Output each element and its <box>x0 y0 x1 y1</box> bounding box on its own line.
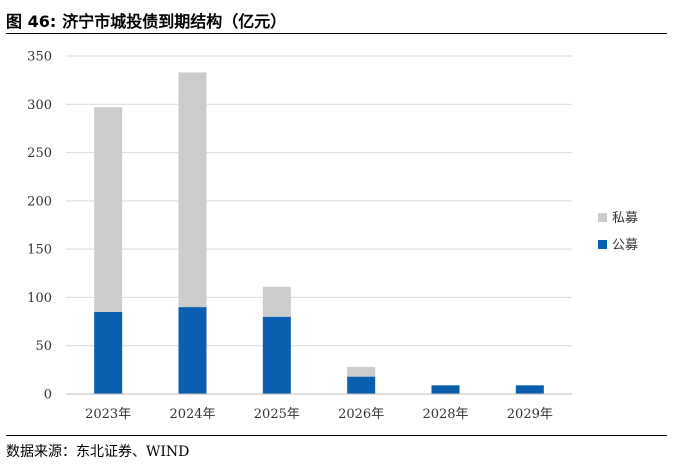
source-rule <box>6 435 667 436</box>
bar-public <box>347 376 376 394</box>
x-tick-label: 2023年 <box>85 407 131 422</box>
y-tick-label: 0 <box>44 388 52 403</box>
figure-title: 图 46: 济宁市城投债到期结构（亿元） <box>6 8 667 32</box>
x-tick-label: 2028年 <box>422 407 468 422</box>
bar-layer <box>94 72 544 394</box>
bar-private <box>178 72 207 308</box>
grid-layer <box>66 55 572 347</box>
source-text: 数据来源：东北证券、WIND <box>6 444 190 460</box>
x-tick-label: 2026年 <box>338 407 384 422</box>
source-note: 数据来源：东北证券、WIND <box>6 441 189 461</box>
y-tick-label: 200 <box>27 194 52 209</box>
x-tick-label: 2025年 <box>254 407 300 422</box>
y-tick-label: 100 <box>27 291 52 306</box>
bar-public <box>515 385 544 394</box>
bar-public <box>431 385 460 394</box>
y-tick-label: 50 <box>35 339 52 354</box>
x-tick-label: 2029年 <box>507 407 553 422</box>
legend-swatch <box>598 240 607 249</box>
figure-number: 图 46: <box>6 12 57 31</box>
y-tick-label: 150 <box>27 243 52 258</box>
y-tick-label: 350 <box>27 50 52 65</box>
bar-private <box>262 286 291 317</box>
y-tick-label: 300 <box>27 98 52 113</box>
bar-private <box>94 107 123 312</box>
bar-public <box>94 311 123 394</box>
legend-label: 公募 <box>612 238 638 253</box>
bar-public <box>262 316 291 394</box>
bar-public <box>178 307 207 394</box>
y-tick-label: 250 <box>27 146 52 161</box>
legend-label: 私募 <box>612 211 638 226</box>
bar-private <box>347 366 376 377</box>
axis-layer: 0 50 100 150 200 250 300 350 2023年 2024年 2025年 2026… <box>27 50 572 422</box>
chart-title: 济宁市城投债到期结构（亿元） <box>62 12 287 31</box>
title-rule <box>6 33 667 34</box>
legend-swatch <box>598 213 607 222</box>
x-tick-label: 2024年 <box>169 407 215 422</box>
